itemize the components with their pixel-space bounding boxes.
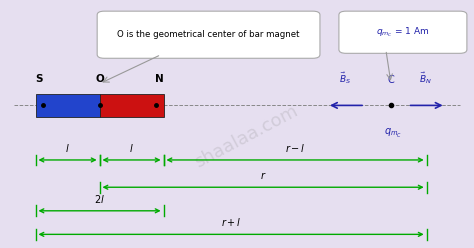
Text: $l$: $l$ [65, 142, 70, 154]
FancyBboxPatch shape [97, 11, 320, 58]
Text: $r-l$: $r-l$ [284, 142, 305, 154]
Text: $l$: $l$ [129, 142, 134, 154]
Text: N: N [155, 74, 164, 84]
Text: shaalaa.com: shaalaa.com [191, 102, 301, 171]
Text: $r$: $r$ [260, 170, 266, 181]
Text: O is the geometrical center of bar magnet: O is the geometrical center of bar magne… [117, 30, 300, 39]
Text: $\vec{B}_S$: $\vec{B}_S$ [338, 70, 351, 86]
FancyBboxPatch shape [36, 94, 100, 117]
FancyBboxPatch shape [100, 94, 164, 117]
Text: S: S [36, 74, 43, 84]
Text: $q_{m_C}$: $q_{m_C}$ [384, 126, 402, 140]
Text: $\vec{B}_N$: $\vec{B}_N$ [419, 70, 432, 86]
Text: $q_{m_C}$ = 1 Am: $q_{m_C}$ = 1 Am [376, 26, 429, 39]
Text: C: C [388, 75, 394, 85]
Text: O: O [95, 74, 104, 84]
FancyBboxPatch shape [339, 11, 467, 53]
Text: $r+l$: $r+l$ [220, 217, 241, 228]
Text: $2l$: $2l$ [94, 193, 105, 205]
